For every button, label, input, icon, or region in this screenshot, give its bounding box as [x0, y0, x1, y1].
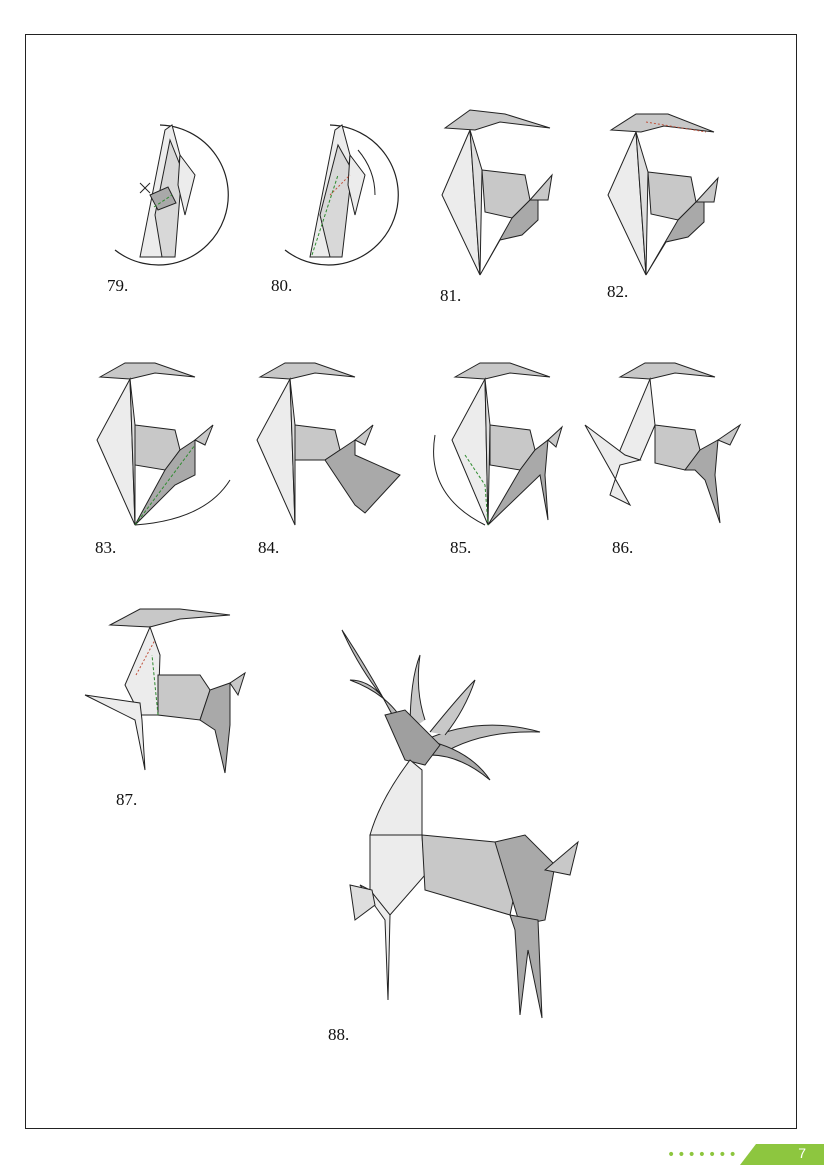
step-88-number: 88.	[328, 1025, 350, 1044]
footer-dots: •••••••	[667, 1147, 739, 1163]
step-87-diagram	[80, 595, 250, 780]
step-87-number: 87.	[116, 790, 138, 809]
step-83-number: 83.	[95, 538, 117, 557]
step-82-diagram	[606, 100, 726, 280]
step-79-diagram	[110, 115, 235, 266]
page-border	[25, 34, 797, 1129]
step-80-diagram	[280, 115, 405, 266]
page-number-tab: 7	[740, 1144, 824, 1165]
step-84-number: 84.	[258, 538, 280, 557]
step-81-number: 81.	[440, 286, 462, 305]
step-79-number: 79.	[107, 276, 129, 295]
step-88-diagram	[330, 620, 590, 1030]
step-84-diagram	[255, 345, 405, 530]
step-82-number: 82.	[607, 282, 629, 301]
step-80-number: 80.	[271, 276, 293, 295]
step-86-diagram	[580, 345, 745, 530]
page-number: 7	[798, 1145, 806, 1161]
step-85-number: 85.	[450, 538, 472, 557]
step-86-number: 86.	[612, 538, 634, 557]
step-85-diagram	[420, 345, 570, 530]
step-83-diagram	[95, 345, 240, 530]
step-81-diagram	[440, 100, 560, 280]
